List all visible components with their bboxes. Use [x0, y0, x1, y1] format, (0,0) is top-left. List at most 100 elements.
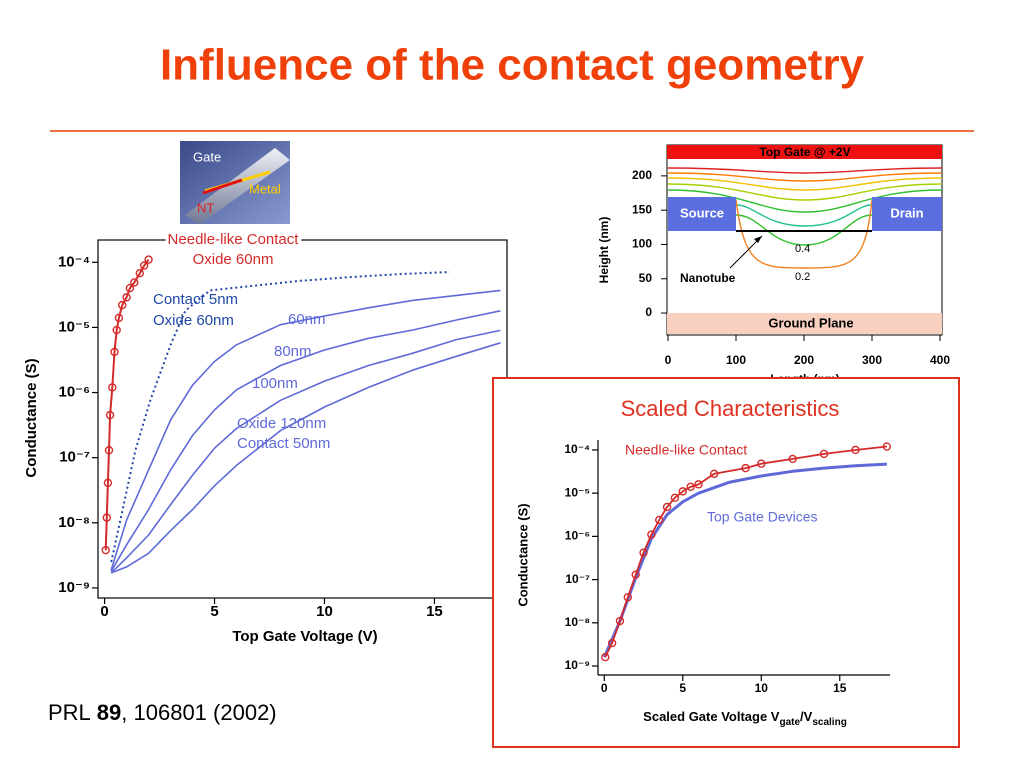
inset-frame — [492, 377, 960, 748]
x-tick-label: 15 — [833, 681, 847, 695]
annotation: 100nm — [252, 375, 298, 392]
y-tick-label: 10⁻⁹ — [565, 658, 590, 672]
data-point — [139, 261, 149, 270]
data-point — [639, 548, 648, 557]
y-axis-label: Conductance (S) — [23, 358, 40, 477]
data-point — [670, 493, 680, 503]
citation: PRL 89, 106801 (2002) — [48, 700, 277, 725]
slide-title: Influence of the contact geometry — [160, 41, 865, 90]
x-tick-label: 10 — [316, 603, 333, 620]
y-tick-label: 0 — [645, 305, 652, 319]
image-label: Metal — [249, 181, 281, 196]
data-point — [110, 347, 119, 357]
y-tick-label: 10⁻⁴ — [58, 253, 90, 270]
x-tick-label: 100 — [726, 353, 746, 367]
x-tick-label: 5 — [210, 603, 218, 620]
x-tick-label: 0 — [601, 681, 608, 695]
contour-label: 0.2 — [795, 271, 810, 283]
data-point — [112, 325, 121, 335]
y-tick-label: 10⁻⁶ — [58, 384, 90, 401]
gate-label: Top Gate @ +2V — [759, 145, 850, 159]
data-point — [631, 570, 640, 579]
x-axis-label-part: Scaled Gate Voltage V — [643, 709, 780, 724]
data-point — [117, 300, 127, 310]
y-tick-label: 200 — [632, 168, 652, 182]
annotation: Oxide 60nm — [153, 312, 234, 329]
device-image: Gate Metal NT — [180, 141, 290, 224]
series-line — [110, 310, 501, 572]
annotation: Oxide 120nm — [237, 415, 326, 432]
data-point — [144, 255, 153, 264]
data-point — [882, 442, 892, 451]
y-tick-label: 100 — [632, 237, 652, 251]
x-tick-label: 5 — [679, 681, 686, 695]
y-tick-label: 10⁻⁴ — [564, 442, 590, 456]
ground-label: Ground Plane — [768, 315, 853, 330]
x-tick-label: 300 — [862, 353, 882, 367]
data-point — [694, 480, 703, 489]
y-tick-label: 10⁻⁶ — [565, 529, 590, 543]
annotation-background — [165, 230, 302, 248]
x-tick-label: 400 — [930, 353, 950, 367]
data-point — [122, 293, 131, 302]
annotation: Needle-like Contact — [168, 231, 300, 248]
data-point — [647, 530, 656, 539]
x-tick-label: 200 — [794, 353, 814, 367]
series-line — [104, 259, 150, 551]
y-tick-label: 10⁻⁵ — [565, 485, 590, 499]
nanotube-label: Nanotube — [680, 271, 736, 285]
y-tick-label: 10⁻⁷ — [565, 572, 590, 586]
data-point — [662, 502, 672, 512]
y-tick-label: 10⁻⁸ — [58, 514, 90, 531]
annotation: Contact 50nm — [237, 435, 330, 452]
x-axis-label-part: gate — [779, 717, 800, 728]
citation-volume: 89 — [97, 700, 121, 725]
series-line — [110, 329, 501, 574]
series-line — [110, 271, 450, 563]
x-axis-label: Scaled Gate Voltage Vgate/Vscaling — [643, 709, 847, 727]
annotation: 80nm — [274, 343, 312, 360]
data-point — [105, 410, 115, 420]
data-point — [741, 463, 750, 473]
data-point — [686, 482, 695, 492]
annotation: Contact 5nm — [153, 291, 238, 308]
data-point — [135, 269, 144, 278]
citation-rest: , 106801 (2002) — [121, 700, 276, 725]
x-axis-label: Top Gate Voltage (V) — [232, 628, 377, 645]
annotation: Needle-like Contact — [625, 442, 747, 458]
inset-chart: 10⁻⁹ 10⁻⁸ 10⁻⁷ 10⁻⁶ 10⁻⁵ 10⁻⁴ 0 5 10 15 Scaled Gat… — [515, 396, 892, 728]
y-tick-label: 50 — [639, 271, 653, 285]
data-point — [819, 449, 829, 459]
series-line — [110, 289, 501, 571]
source-label: Source — [680, 205, 724, 220]
data-point — [851, 445, 860, 455]
main-chart: 10⁻⁹ 10⁻⁸ 10⁻⁷ 10⁻⁶ 10⁻⁵ 10⁻⁴ 0 5 10 15 Top Gate V… — [23, 230, 508, 645]
y-tick-label: 150 — [632, 202, 652, 216]
x-tick-label: 0 — [100, 603, 108, 620]
data-point — [103, 478, 113, 488]
data-point — [757, 459, 766, 468]
series-line — [110, 342, 501, 574]
data-point — [601, 653, 610, 662]
y-axis-label: Height (nm) — [597, 217, 611, 284]
y-axis-label: Conductance (S) — [515, 503, 530, 606]
data-point — [678, 487, 687, 496]
annotation: 60nm — [288, 311, 326, 328]
image-label: NT — [197, 200, 214, 215]
x-axis-label-part: /V — [800, 709, 813, 724]
x-tick-label: 0 — [665, 353, 672, 367]
data-point — [114, 313, 124, 323]
data-point — [130, 278, 139, 287]
y-tick-label: 10⁻⁸ — [565, 615, 590, 629]
x-tick-label: 15 — [426, 603, 443, 620]
x-tick-label: 10 — [755, 681, 769, 695]
image-label: Gate — [193, 149, 221, 164]
x-axis-label-part: scaling — [812, 717, 846, 728]
data-point — [108, 383, 117, 392]
annotation: Top Gate Devices — [707, 509, 818, 525]
data-point — [655, 515, 664, 525]
data-point — [623, 593, 633, 602]
data-point — [101, 545, 110, 555]
